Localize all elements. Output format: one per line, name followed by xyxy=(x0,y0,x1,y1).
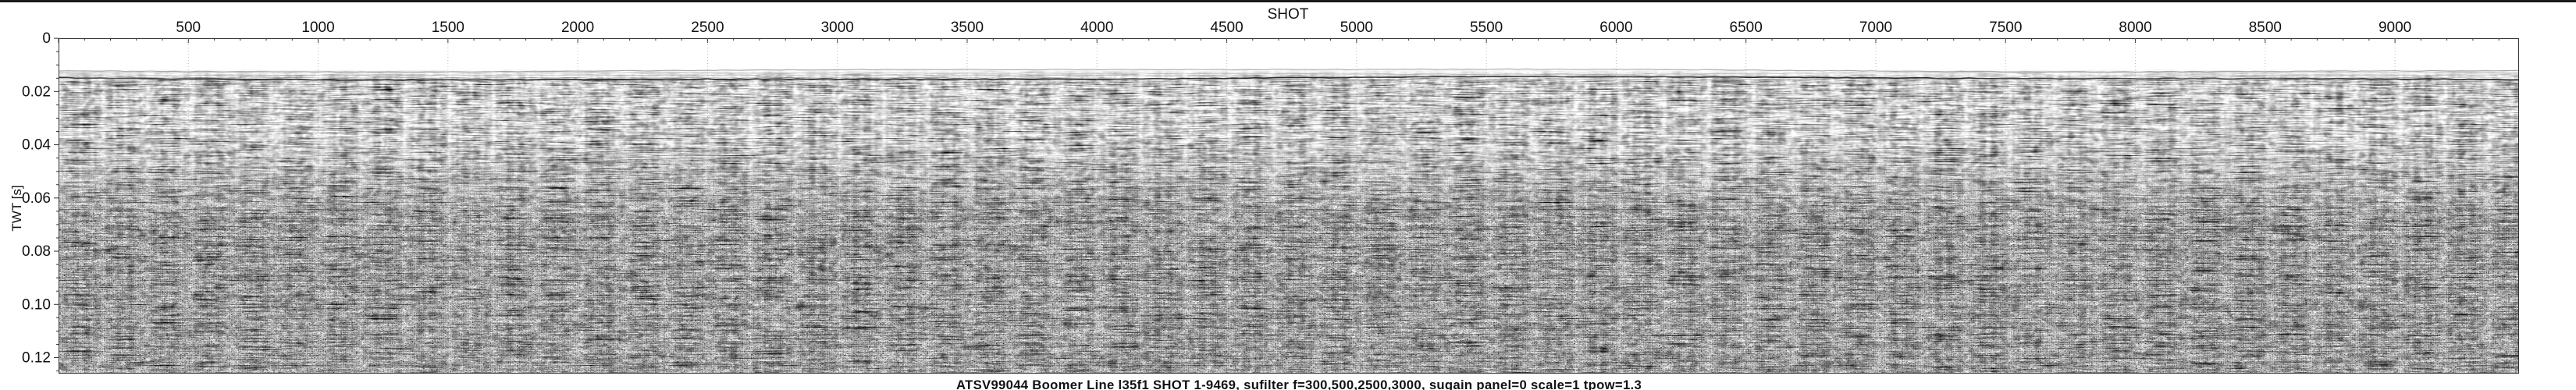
svg-text:9000: 9000 xyxy=(2379,20,2411,36)
svg-text:7500: 7500 xyxy=(1989,20,2022,36)
svg-text:7000: 7000 xyxy=(1859,20,1892,36)
svg-text:0: 0 xyxy=(42,30,51,47)
svg-text:4000: 4000 xyxy=(1080,20,1113,36)
svg-text:8500: 8500 xyxy=(2249,20,2282,36)
svg-text:4500: 4500 xyxy=(1210,20,1243,36)
svg-text:2500: 2500 xyxy=(691,20,724,36)
svg-text:0.12: 0.12 xyxy=(22,350,51,367)
svg-text:0.04: 0.04 xyxy=(22,137,51,154)
svg-text:1500: 1500 xyxy=(432,20,464,36)
svg-text:500: 500 xyxy=(176,20,201,36)
svg-text:6000: 6000 xyxy=(1599,20,1632,36)
svg-text:8000: 8000 xyxy=(2119,20,2151,36)
svg-text:3000: 3000 xyxy=(821,20,854,36)
svg-text:6500: 6500 xyxy=(1730,20,1763,36)
svg-text:1000: 1000 xyxy=(301,20,334,36)
svg-text:2000: 2000 xyxy=(561,20,594,36)
svg-text:0.10: 0.10 xyxy=(22,296,51,313)
svg-text:0.08: 0.08 xyxy=(22,243,51,260)
svg-text:3500: 3500 xyxy=(951,20,984,36)
svg-text:5000: 5000 xyxy=(1340,20,1373,36)
svg-text:5500: 5500 xyxy=(1470,20,1503,36)
svg-text:0.06: 0.06 xyxy=(22,190,51,207)
svg-text:0.02: 0.02 xyxy=(22,83,51,100)
